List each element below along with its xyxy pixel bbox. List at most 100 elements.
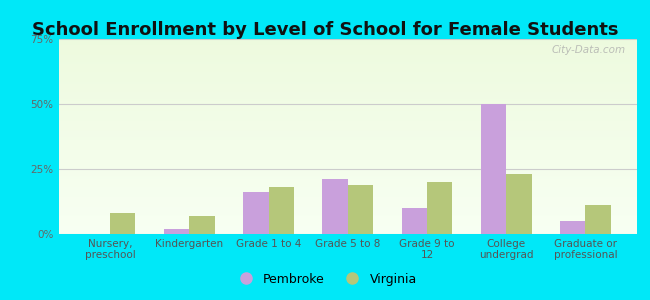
Bar: [58, 187, 637, 189]
Bar: [58, 138, 637, 140]
Bar: [481, 104, 506, 234]
Bar: [58, 232, 637, 234]
Bar: [58, 218, 637, 220]
Bar: [58, 80, 637, 82]
Bar: [58, 74, 637, 76]
Bar: [58, 62, 637, 64]
Bar: [58, 117, 637, 119]
Bar: [58, 43, 637, 45]
Bar: [58, 111, 637, 113]
Bar: [58, 58, 637, 60]
Bar: [322, 179, 348, 234]
Bar: [58, 211, 637, 212]
Bar: [164, 229, 189, 234]
Bar: [58, 140, 637, 142]
Bar: [58, 201, 637, 203]
Bar: [58, 119, 637, 121]
Bar: [58, 164, 637, 166]
Bar: [268, 187, 294, 234]
Bar: [58, 203, 637, 205]
Bar: [58, 172, 637, 173]
Bar: [58, 136, 637, 138]
Bar: [58, 121, 637, 123]
Bar: [58, 49, 637, 51]
Bar: [58, 150, 637, 152]
Bar: [58, 53, 637, 55]
Bar: [58, 181, 637, 183]
Bar: [58, 199, 637, 201]
Bar: [58, 107, 637, 109]
Bar: [58, 47, 637, 49]
Bar: [58, 129, 637, 130]
Bar: [58, 191, 637, 193]
Bar: [560, 221, 586, 234]
Bar: [58, 228, 637, 230]
Bar: [58, 156, 637, 158]
Bar: [58, 230, 637, 232]
Bar: [58, 95, 637, 98]
Bar: [58, 183, 637, 185]
Bar: [58, 209, 637, 211]
Bar: [58, 193, 637, 195]
Bar: [58, 109, 637, 111]
Bar: [58, 168, 637, 169]
Bar: [58, 226, 637, 228]
Bar: [58, 84, 637, 86]
Bar: [58, 82, 637, 84]
Bar: [58, 162, 637, 164]
Bar: [58, 41, 637, 43]
Bar: [58, 217, 637, 218]
Text: School Enrollment by Level of School for Female Students: School Enrollment by Level of School for…: [32, 21, 618, 39]
Bar: [58, 131, 637, 133]
Bar: [58, 78, 637, 80]
Bar: [58, 179, 637, 181]
Bar: [58, 105, 637, 107]
Bar: [58, 115, 637, 117]
Bar: [189, 216, 214, 234]
Bar: [58, 173, 637, 175]
Bar: [58, 127, 637, 129]
Bar: [58, 101, 637, 103]
Bar: [58, 189, 637, 191]
Bar: [58, 123, 637, 125]
Bar: [58, 170, 637, 172]
Bar: [58, 86, 637, 88]
Bar: [58, 39, 637, 41]
Bar: [58, 70, 637, 72]
Bar: [58, 197, 637, 199]
Bar: [58, 103, 637, 105]
Bar: [58, 94, 637, 95]
Text: City-Data.com: City-Data.com: [551, 45, 625, 55]
Bar: [58, 185, 637, 187]
Bar: [58, 224, 637, 226]
Bar: [58, 61, 637, 62]
Bar: [58, 133, 637, 134]
Bar: [58, 100, 637, 101]
Bar: [58, 98, 637, 99]
Bar: [348, 184, 373, 234]
Bar: [402, 208, 427, 234]
Bar: [58, 92, 637, 94]
Bar: [58, 56, 637, 58]
Bar: [110, 213, 135, 234]
Bar: [243, 192, 268, 234]
Bar: [58, 55, 637, 56]
Bar: [58, 45, 637, 47]
Bar: [58, 72, 637, 74]
Bar: [58, 144, 637, 146]
Bar: [58, 220, 637, 222]
Bar: [58, 176, 637, 177]
Bar: [58, 160, 637, 162]
Bar: [58, 214, 637, 217]
Bar: [58, 207, 637, 209]
Bar: [58, 88, 637, 90]
Bar: [58, 152, 637, 154]
Bar: [58, 51, 637, 53]
Bar: [58, 195, 637, 197]
Bar: [58, 205, 637, 207]
Bar: [58, 66, 637, 68]
Bar: [58, 148, 637, 150]
Bar: [58, 154, 637, 156]
Bar: [427, 182, 452, 234]
Bar: [58, 146, 637, 148]
